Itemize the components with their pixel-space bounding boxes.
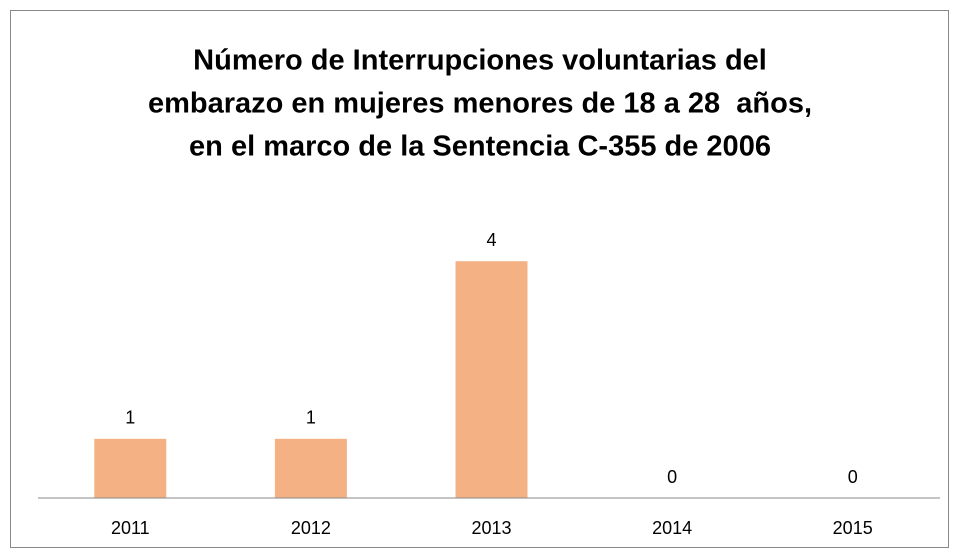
chart-title: embarazo en mujeres menores de 18 a 28 a…	[148, 88, 812, 120]
data-label: 0	[848, 467, 858, 487]
x-tick-label: 2012	[291, 518, 331, 538]
data-label: 4	[486, 230, 496, 250]
chart-title: Número de Interrupciones voluntarias del	[193, 45, 767, 77]
x-tick-label: 2013	[471, 518, 511, 538]
data-label: 0	[667, 467, 677, 487]
bar	[94, 438, 167, 498]
x-tick-label: 2011	[111, 518, 150, 538]
x-tick-label: 2014	[652, 518, 692, 538]
bar	[274, 438, 347, 498]
x-tick-label: 2015	[833, 518, 873, 538]
bar	[455, 261, 528, 498]
data-label: 1	[125, 408, 135, 428]
data-label: 1	[306, 408, 316, 428]
chart-title: en el marco de la Sentencia C-355 de 200…	[189, 131, 771, 163]
